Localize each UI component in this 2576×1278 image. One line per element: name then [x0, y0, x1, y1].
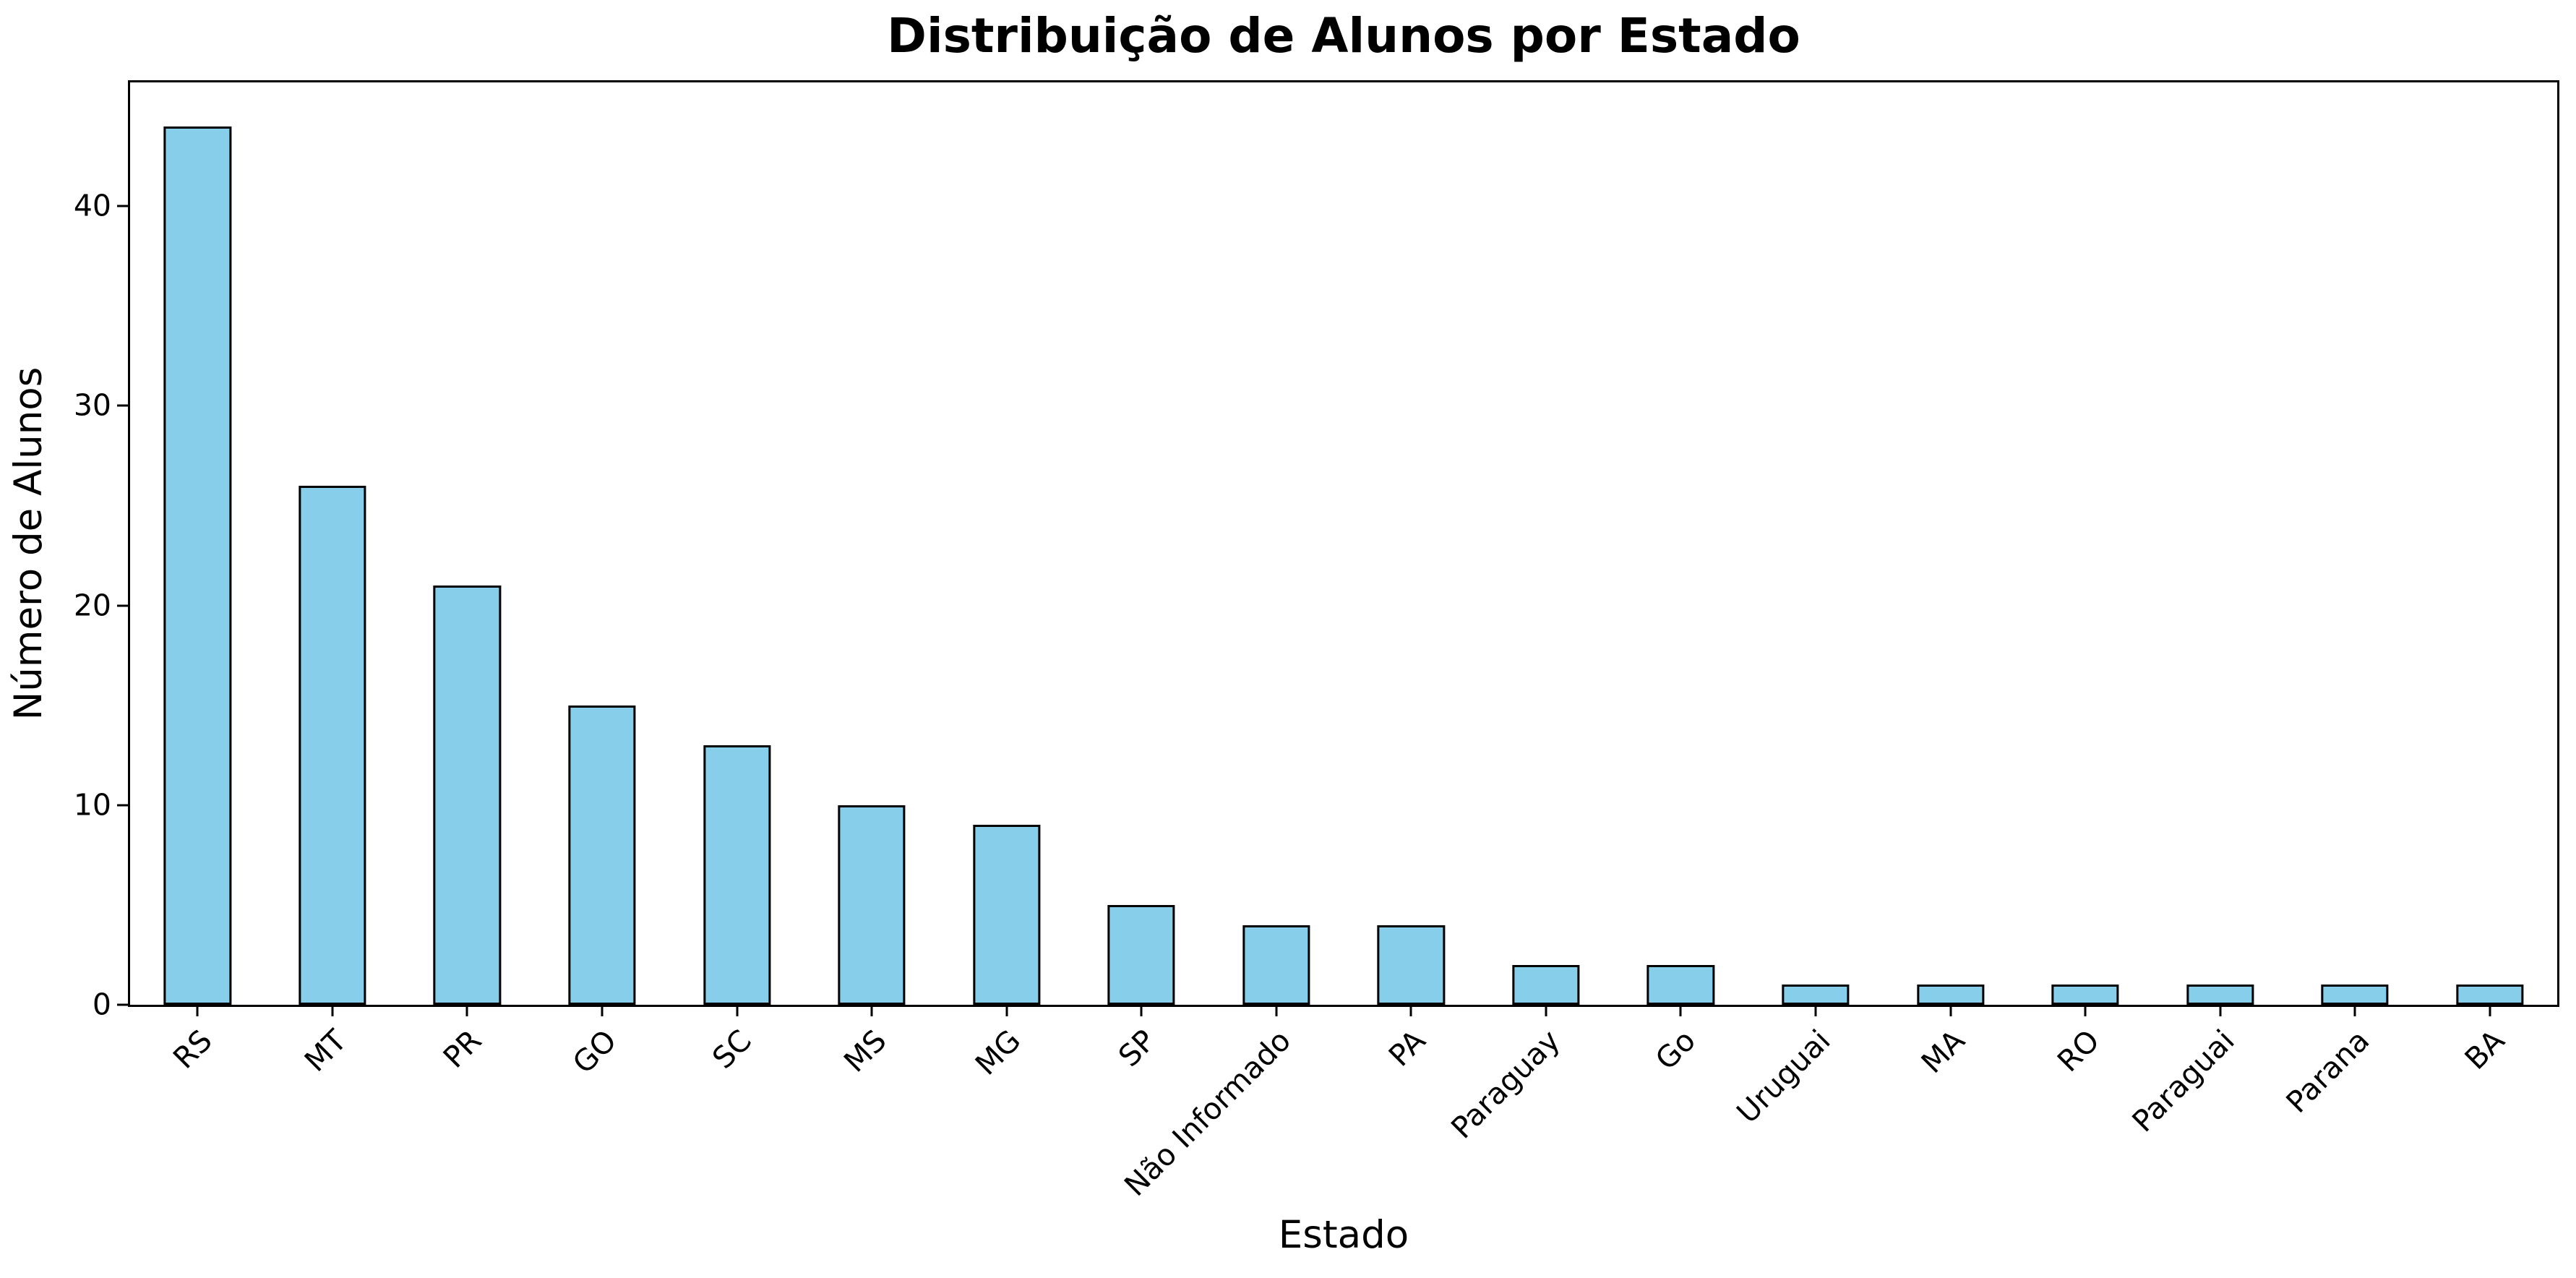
bar-ms [838, 805, 906, 1005]
x-tick-label-ba: BA [2457, 1023, 2511, 1076]
bar-ro [2051, 985, 2119, 1005]
bar-paraguay [1512, 964, 1580, 1005]
x-tick-pr [465, 1005, 468, 1016]
y-tick-label-10: 10 [73, 787, 111, 823]
x-tick-paraguai [2219, 1005, 2222, 1016]
bar-n-o-informado [1242, 925, 1310, 1005]
x-tick-sc [736, 1005, 738, 1016]
x-tick-mg [1005, 1005, 1008, 1016]
bar-pr [433, 586, 502, 1005]
y-axis-label: Número de Alunos [6, 366, 51, 721]
x-tick-uruguai [1814, 1005, 1817, 1016]
x-tick-label-sp: SP [1112, 1023, 1163, 1074]
bar-mg [972, 825, 1041, 1005]
x-tick-label-go: Go [1648, 1023, 1702, 1077]
y-tick-20 [117, 604, 129, 607]
bar-mt [299, 485, 366, 1005]
x-tick-label-ms: MS [836, 1023, 893, 1079]
bar-sp [1107, 904, 1175, 1005]
bar-pa [1377, 925, 1445, 1005]
x-tick-parana [2353, 1005, 2356, 1016]
x-tick-go [1679, 1005, 1682, 1016]
x-tick-go [601, 1005, 604, 1016]
x-tick-ms [870, 1005, 873, 1016]
y-tick-label-20: 20 [73, 588, 111, 623]
bar-ma [1916, 985, 1985, 1005]
bar-ba [2456, 985, 2524, 1005]
x-tick-label-ro: RO [2051, 1023, 2107, 1079]
x-tick-label-go: GO [565, 1023, 624, 1081]
bar-go [1647, 964, 1715, 1005]
x-tick-label-mt: MT [298, 1023, 354, 1078]
x-tick-label-paraguay: Paraguay [1444, 1023, 1568, 1146]
x-tick-label-sc: SC [705, 1023, 758, 1076]
x-tick-label-rs: RS [166, 1023, 219, 1076]
y-tick-40 [117, 205, 129, 207]
x-tick-sp [1140, 1005, 1143, 1016]
x-tick-label-parana: Parana [2279, 1023, 2377, 1120]
y-tick-label-40: 40 [73, 188, 111, 223]
plot-area: RS MT PR GO SC MS MG SP Não Informado PA Paraguay G… [74, 80, 2559, 1203]
x-tick-ro [2084, 1005, 2087, 1016]
y-tick-0 [117, 1003, 129, 1006]
bar-parana [2321, 985, 2389, 1005]
y-tick-10 [117, 804, 129, 807]
x-tick-pa [1409, 1005, 1412, 1016]
x-tick-paraguay [1545, 1005, 1547, 1016]
bar-go [568, 705, 636, 1005]
y-tick-label-30: 30 [73, 387, 111, 423]
x-tick-rs [196, 1005, 199, 1016]
chart-title: Distribuição de Alunos por Estado [887, 8, 1800, 64]
x-tick-n-o-informado [1275, 1005, 1278, 1016]
x-tick-label-pr: PR [437, 1023, 489, 1075]
bar-uruguai [1782, 985, 1850, 1005]
x-tick-label-uruguai: Uruguai [1730, 1023, 1837, 1131]
y-tick-label-0: 0 [92, 987, 111, 1022]
x-tick-label-pa: PA [1382, 1023, 1433, 1073]
bar-rs [163, 126, 231, 1005]
x-tick-label-ma: MA [1914, 1023, 1972, 1081]
x-tick-ba [2489, 1005, 2491, 1016]
x-tick-mt [331, 1005, 334, 1016]
x-axis-label: Estado [1278, 1213, 1409, 1257]
x-tick-label-mg: MG [969, 1023, 1028, 1082]
y-tick-30 [117, 404, 129, 407]
bar-paraguai [2186, 985, 2254, 1005]
bar-sc [703, 745, 771, 1005]
x-tick-ma [1949, 1005, 1952, 1016]
x-tick-label-paraguai: Paraguai [2125, 1023, 2241, 1139]
